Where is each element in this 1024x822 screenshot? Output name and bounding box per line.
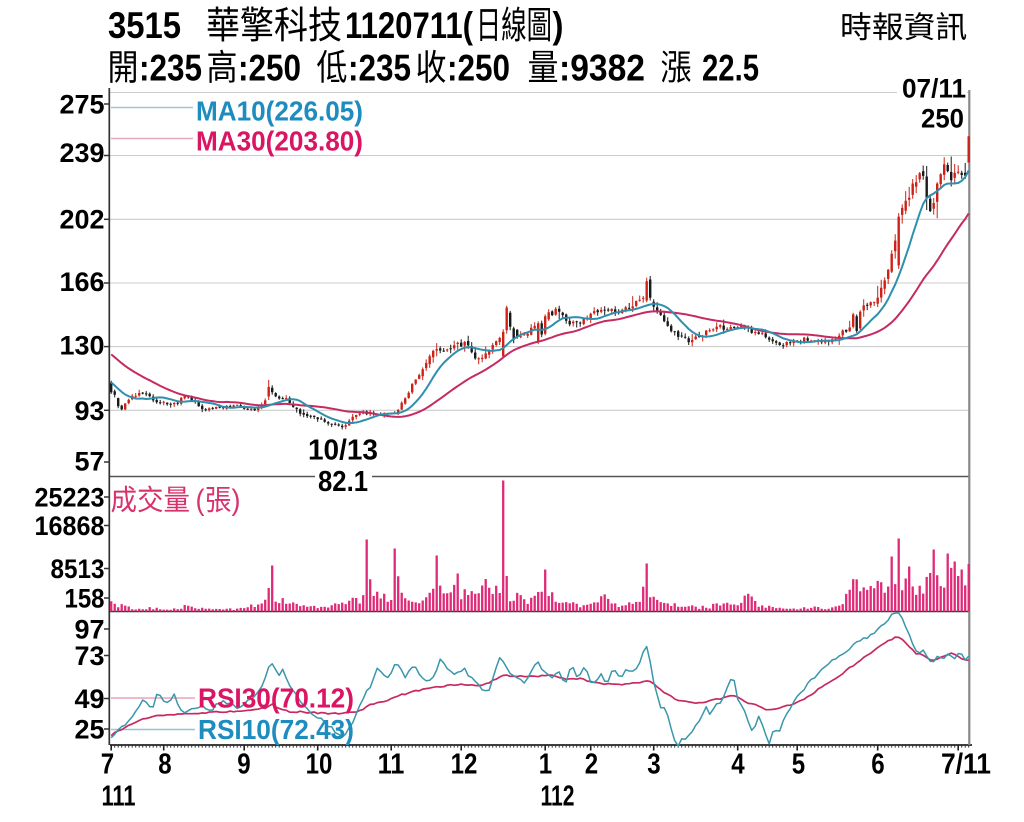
svg-text:57: 57: [74, 447, 104, 477]
svg-text:111: 111: [102, 781, 136, 813]
svg-text:RSI10(72.43): RSI10(72.43): [198, 714, 354, 745]
svg-text:MA10(226.05): MA10(226.05): [196, 96, 363, 127]
svg-text:130: 130: [59, 331, 104, 361]
svg-text:12: 12: [451, 749, 478, 781]
svg-text:7/11: 7/11: [941, 749, 991, 781]
svg-text:25: 25: [74, 715, 104, 745]
svg-text::9382: :9382: [559, 47, 645, 89]
svg-text:): ): [553, 4, 564, 46]
svg-text:RSI30(70.12): RSI30(70.12): [198, 683, 354, 714]
svg-text:): ): [232, 484, 241, 517]
svg-text:9: 9: [237, 749, 250, 781]
svg-text:6: 6: [871, 749, 884, 781]
svg-text:22.5: 22.5: [702, 47, 759, 89]
svg-text::250: :250: [447, 47, 510, 89]
svg-text:25223: 25223: [35, 483, 105, 513]
svg-text:112: 112: [541, 781, 575, 813]
svg-text:10: 10: [306, 749, 333, 781]
svg-text:3: 3: [647, 749, 660, 781]
svg-text:275: 275: [59, 90, 104, 120]
svg-text:2: 2: [585, 749, 598, 781]
svg-text:8513: 8513: [51, 554, 105, 584]
svg-text:7: 7: [101, 749, 114, 781]
svg-text:1120711(: 1120711(: [345, 4, 473, 46]
svg-text:158: 158: [65, 584, 105, 614]
svg-text:10/13: 10/13: [308, 435, 378, 467]
svg-text:166: 166: [59, 267, 104, 297]
svg-text:07/11: 07/11: [902, 74, 966, 104]
svg-text:4: 4: [731, 749, 744, 781]
svg-text::250: :250: [238, 47, 301, 89]
svg-text:(: (: [196, 484, 205, 517]
svg-text:239: 239: [59, 138, 104, 168]
svg-text:5: 5: [792, 749, 805, 781]
svg-text:202: 202: [59, 205, 104, 235]
svg-text:8: 8: [158, 749, 171, 781]
svg-text:1: 1: [539, 749, 552, 781]
svg-text:73: 73: [74, 641, 104, 671]
svg-text::235: :235: [348, 47, 411, 89]
svg-text:16868: 16868: [35, 511, 105, 541]
svg-text:250: 250: [921, 104, 964, 134]
svg-text:3515: 3515: [108, 4, 181, 46]
svg-text:97: 97: [74, 615, 104, 645]
svg-text:MA30(203.80): MA30(203.80): [196, 126, 363, 157]
svg-text:49: 49: [74, 684, 104, 714]
svg-text:11: 11: [378, 749, 405, 781]
svg-text:82.1: 82.1: [318, 466, 368, 498]
svg-text:93: 93: [74, 396, 104, 426]
svg-text::235: :235: [139, 47, 202, 89]
